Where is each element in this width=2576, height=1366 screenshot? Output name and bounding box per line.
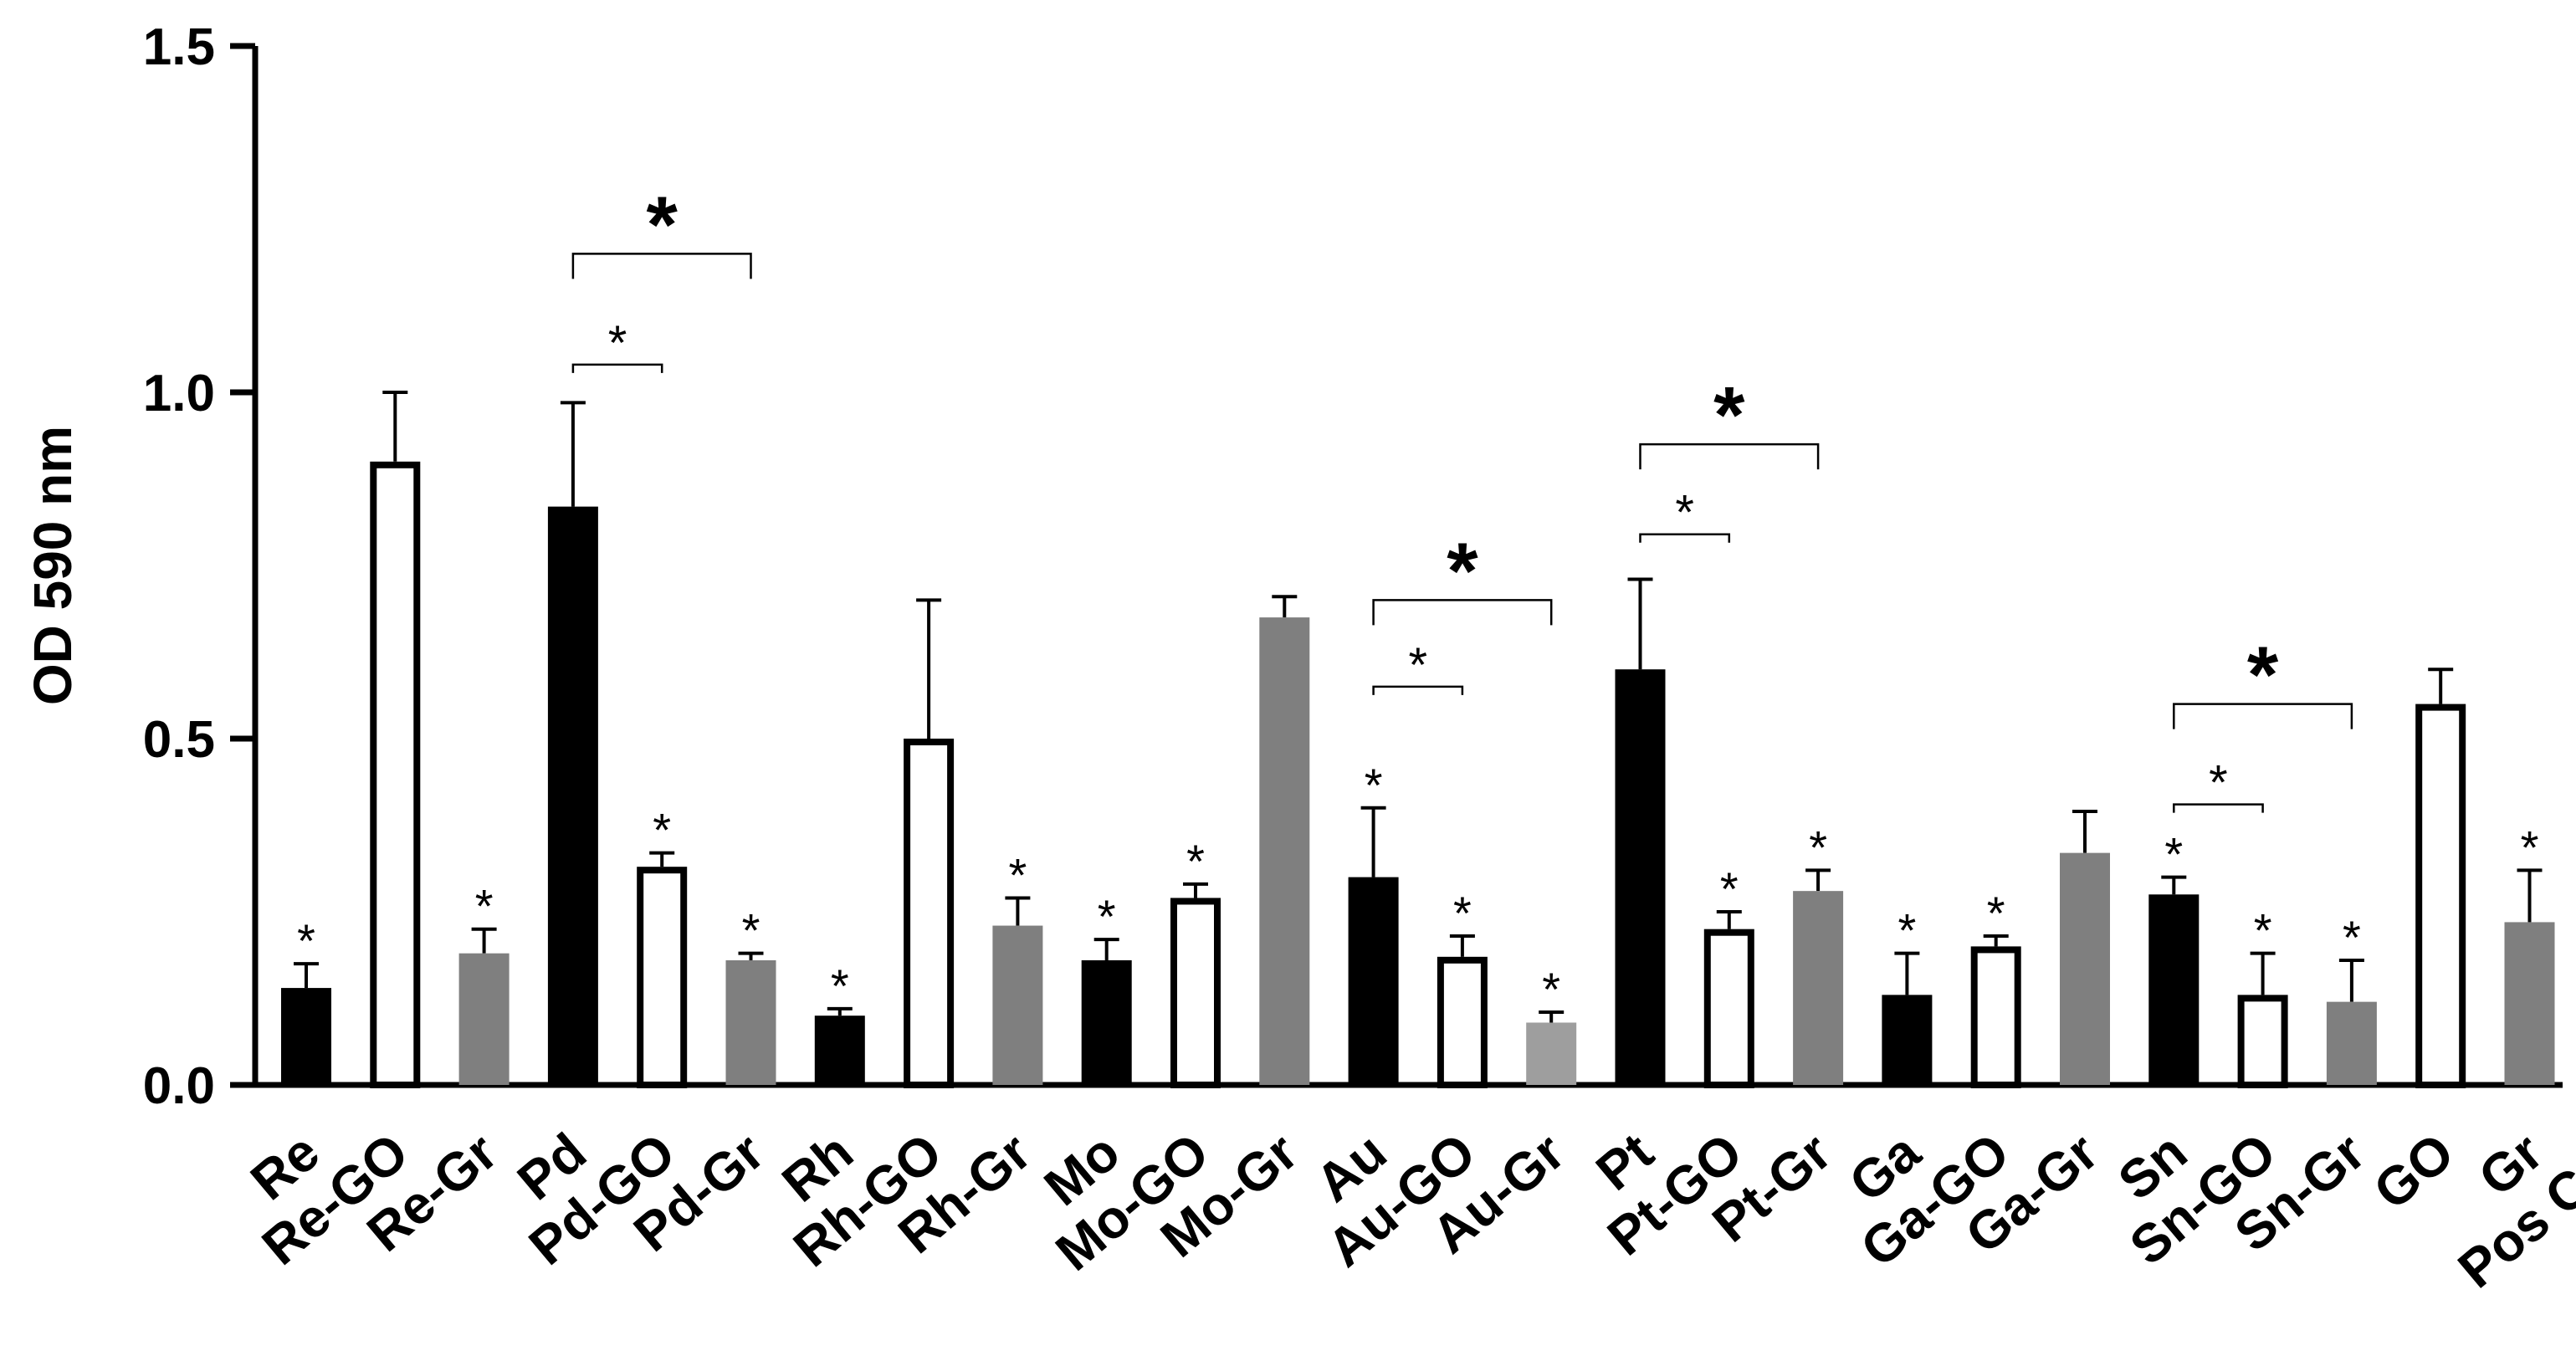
bar (1437, 956, 1488, 1088)
bar (1970, 946, 2021, 1089)
bracket-star: * (2209, 756, 2228, 811)
significance-star: * (1542, 963, 1560, 1016)
bar (1259, 617, 1310, 1085)
significance-star: * (2164, 828, 2183, 881)
bracket-line (571, 363, 663, 373)
significance-star: * (2521, 821, 2539, 873)
significance-star: * (1365, 759, 1383, 811)
bracket-star: * (1675, 486, 1694, 540)
bracket-line (2173, 703, 2353, 729)
significance-star: * (2254, 904, 2272, 957)
bar (370, 461, 421, 1088)
bar (904, 739, 955, 1088)
bar (1170, 898, 1221, 1088)
bar (547, 506, 598, 1085)
bracket-star-large: * (1447, 526, 1478, 616)
bracket-star: * (1408, 638, 1427, 693)
significance-star: * (1720, 862, 1739, 915)
significance-star: * (1898, 904, 1917, 957)
significance-star: * (1009, 848, 1027, 901)
bracket-line (1639, 443, 1820, 470)
significance-star: * (1453, 887, 1472, 939)
y-tick-label: 0.0 (143, 1057, 215, 1115)
bar (1526, 1022, 1577, 1085)
bars: * * * * * * * * * * * * * * * * * * * (281, 391, 2555, 1089)
bar (814, 1016, 865, 1085)
y-tick-label: 1.0 (143, 365, 215, 422)
bar (637, 867, 688, 1089)
significance-star: * (1098, 890, 1116, 943)
bar (2237, 995, 2288, 1088)
significance-star: * (475, 880, 494, 933)
bracket-star-large: * (1713, 371, 1745, 460)
bracket-star-large: * (647, 180, 679, 269)
bar (458, 953, 510, 1085)
bar (1703, 929, 1754, 1088)
y-tick-label: 1.5 (143, 18, 215, 76)
bar (992, 925, 1043, 1085)
bar (1615, 669, 1666, 1085)
significance-star: * (2343, 911, 2361, 964)
bar (281, 988, 331, 1085)
bar (2148, 894, 2200, 1085)
bar (1793, 891, 1844, 1085)
significance-star: * (653, 804, 671, 857)
bar (1348, 877, 1399, 1085)
significance-star: * (1987, 887, 2005, 939)
y-ticks: 0.0 0.5 1.0 1.5 (143, 18, 255, 1115)
y-axis-label: OD 590 nm (23, 426, 83, 705)
significance-star: * (1809, 821, 1827, 873)
bar (2326, 1001, 2377, 1085)
y-tick-label: 0.5 (143, 711, 215, 769)
bracket-line (1372, 685, 1464, 695)
bracket-star: * (608, 316, 627, 371)
bracket-line (1639, 533, 1731, 543)
bracket-line (571, 253, 752, 279)
category-labels: ReRe-GORe-GrPdPd-GOPd-GrRhRh-GORh-GrMoMo… (239, 1121, 2576, 1299)
significance-star: * (1186, 835, 1205, 888)
bar (2415, 703, 2466, 1088)
significance-brackets: * * * * * * * * (571, 180, 2353, 813)
category-label: GO (2363, 1122, 2466, 1221)
significance-star: * (831, 959, 849, 1012)
significance-star: * (297, 914, 315, 967)
bar (2060, 852, 2110, 1085)
significance-star: * (742, 904, 761, 957)
bar (1081, 959, 1132, 1085)
bar (725, 959, 776, 1085)
bracket-line (2173, 803, 2264, 813)
bracket-star-large: * (2247, 631, 2279, 720)
bar (1882, 995, 1933, 1085)
bracket-line (1372, 599, 1553, 626)
bar (2504, 922, 2555, 1085)
